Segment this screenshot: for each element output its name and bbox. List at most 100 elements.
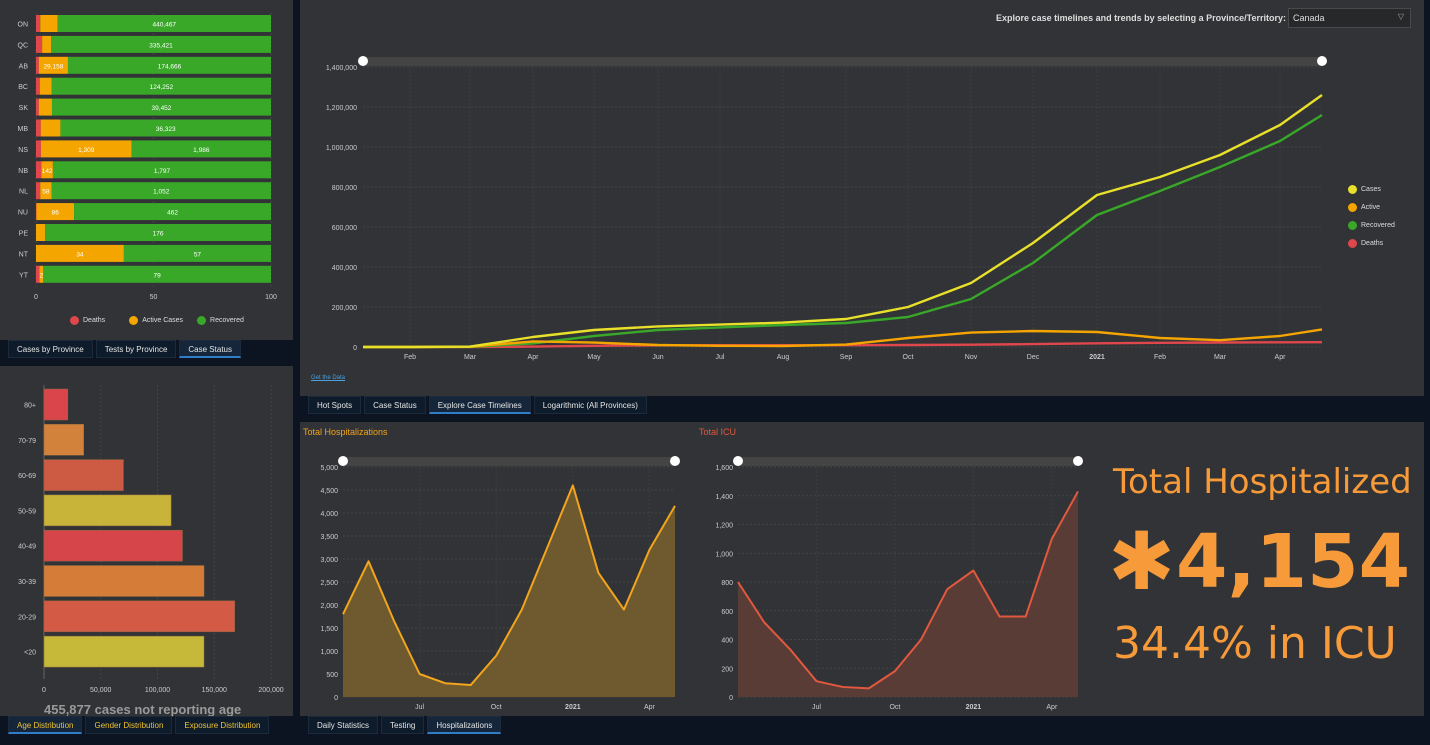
x-tick-label: Apr [1046, 704, 1058, 711]
recovered-value-label: 36,323 [156, 126, 176, 133]
age-bar [43, 424, 84, 456]
active-bar [36, 224, 46, 241]
legend-item-deaths[interactable]: Deaths [1348, 234, 1395, 252]
bottom-tab-bar: Daily Statistics Testing Hospitalization… [308, 716, 502, 734]
recovered-value-label: 57 [194, 251, 202, 258]
total-hospitalized-heading: Total Hospitalized [1113, 462, 1412, 502]
province-label: NS [18, 147, 28, 154]
province-label: AB [19, 63, 29, 70]
active-value-label: 34 [76, 251, 84, 258]
legend-item-cases[interactable]: Cases [1348, 180, 1395, 198]
case-timeline-chart: 0 200,000 400,000 600,000 800,000 1,000,000 1,… [326, 56, 1327, 361]
y-tick-label: 1,600 [715, 465, 733, 472]
tab-explore-case-timelines[interactable]: Explore Case Timelines [428, 396, 531, 414]
recovered-legend-dot [197, 316, 207, 325]
age-group-label: 40-49 [18, 544, 36, 551]
x-tick-label: Mar [464, 354, 477, 361]
recovered-value-label: 174,666 [158, 63, 182, 70]
recovered-value-label: 1,052 [153, 189, 170, 196]
x-tick-label: Oct [491, 704, 502, 711]
icu-title: Total ICU [699, 427, 737, 437]
tab-case-status[interactable]: Case Status [179, 340, 241, 358]
province-label: SK [19, 105, 29, 112]
age-bar [43, 459, 124, 491]
legend-item-active[interactable]: Active [1348, 198, 1395, 216]
y-tick-label: 400 [721, 638, 733, 645]
active-bar [38, 56, 68, 74]
active-value-label: 29,158 [43, 63, 63, 70]
get-the-data-link[interactable]: Get the Data [311, 375, 346, 381]
series-line-cases [363, 94, 1323, 349]
active-bar [40, 15, 58, 32]
active-bar [38, 98, 52, 116]
active-bar [42, 35, 52, 53]
province-label: YT [19, 272, 29, 279]
recovered-value-label: 79 [154, 272, 162, 279]
tab-cases-by-province[interactable]: Cases by Province [8, 340, 93, 358]
timeline-tab-bar: Hot Spots Case Status Explore Case Timel… [308, 396, 647, 414]
age-bar [43, 529, 183, 562]
active-bar [40, 140, 132, 158]
province-select[interactable]: Canada ▽ [1288, 8, 1411, 28]
recovered-bar [51, 77, 272, 95]
recovered-bar [45, 224, 271, 241]
recovered-value-label: 39,452 [152, 105, 172, 112]
tab-case-status-2[interactable]: Case Status [364, 396, 426, 414]
age-group-label: 60-69 [18, 473, 36, 480]
age-distribution-chart: 0 50,000 100,000 150,000 200,000 80+ 70-79 60-6… [18, 385, 284, 694]
y-tick-label: 3,500 [320, 534, 338, 541]
deaths-bar [36, 182, 41, 200]
tab-hot-spots[interactable]: Hot Spots [308, 396, 362, 414]
timeline-panel: Explore case timelines and trends by sel… [300, 0, 1424, 396]
range-slider-track [363, 57, 1322, 66]
recovered-value-label: 440,467 [153, 22, 177, 29]
x-tick-label: May [587, 354, 601, 361]
recovered-bar [51, 98, 272, 116]
legend-dot [1348, 220, 1357, 230]
active-value-label: 142 [42, 168, 53, 175]
y-tick-label: 800,000 [332, 185, 357, 192]
active-bar [41, 161, 53, 179]
recovered-value-label: 462 [167, 210, 178, 217]
tab-logarithmic[interactable]: Logarithmic (All Provinces) [533, 396, 647, 414]
province-select-value: Canada [1293, 13, 1325, 23]
x-tick-label: Feb [404, 354, 416, 361]
chevron-down-icon: ▽ [1397, 12, 1404, 21]
tab-testing[interactable]: Testing [381, 716, 425, 734]
y-tick-label: 200 [721, 666, 733, 673]
range-handle-left [733, 456, 743, 466]
timeline-legend: Cases Active Recovered Deaths [1348, 180, 1395, 252]
legend-item-recovered[interactable]: Recovered [1348, 216, 1395, 234]
y-tick-label: 1,400,000 [326, 65, 357, 72]
x-tick-label: 2021 [1089, 354, 1105, 361]
hospitalization-panel: Total Hospitalizations Total ICU 0 500 1,0… [300, 422, 1424, 716]
x-tick-label: Dec [1027, 354, 1040, 361]
province-label: MB [18, 126, 29, 133]
deaths-bar [36, 140, 41, 158]
y-tick-label: 2,000 [320, 603, 338, 610]
recovered-bar [131, 140, 271, 158]
province-label: NB [18, 168, 28, 175]
range-slider-track [343, 457, 675, 466]
legend-label-deaths: Deaths [83, 317, 106, 324]
tab-gender-distribution[interactable]: Gender Distribution [85, 716, 173, 734]
age-tab-bar: Age Distribution Gender Distribution Exp… [8, 716, 270, 734]
area-fill [738, 491, 1078, 697]
x-tick-label: 200,000 [258, 687, 283, 694]
tab-tests-by-province[interactable]: Tests by Province [95, 340, 177, 358]
tab-age-distribution[interactable]: Age Distribution [8, 716, 83, 734]
active-value-label: 1,309 [78, 147, 95, 154]
recovered-bar [74, 203, 271, 221]
tab-hospitalizations[interactable]: Hospitalizations [427, 716, 502, 734]
range-handle-right [1073, 456, 1083, 466]
asterisk-icon: ✱ [1108, 515, 1176, 608]
x-tick-label: Oct [889, 704, 900, 711]
deaths-legend-dot [70, 316, 79, 325]
recovered-bar [123, 244, 271, 262]
tab-daily-statistics[interactable]: Daily Statistics [308, 716, 379, 734]
tab-exposure-distribution[interactable]: Exposure Distribution [175, 716, 270, 734]
x-tick-label: Oct [903, 354, 914, 361]
x-tick-label: Apr [1275, 354, 1287, 361]
age-group-label: <20 [24, 650, 36, 657]
total-hospitalized-value: 4,154 [1176, 519, 1411, 605]
